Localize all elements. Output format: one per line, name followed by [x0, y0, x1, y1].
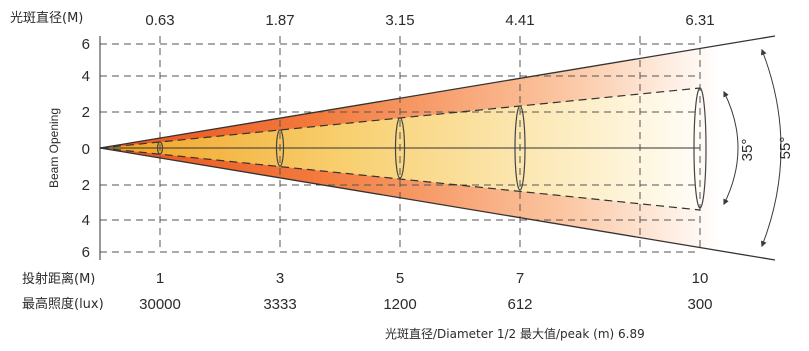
y-tick-label: 2 — [82, 104, 90, 121]
diameter-value: 1.87 — [265, 12, 294, 29]
illuminance-value: 300 — [687, 296, 712, 313]
diameter-row-label: 光斑直径(M) — [10, 11, 83, 26]
dashed-grid — [100, 36, 701, 253]
y-tick-label: 2 — [82, 177, 90, 194]
y-tick-labels: 6 4 2 0 2 4 6 — [82, 36, 90, 261]
inner-angle-label: 35° — [739, 139, 756, 162]
inner-angle-arc — [723, 90, 739, 206]
beam-ellipse — [275, 129, 285, 167]
outer-beam-edge-bottom — [99, 147, 776, 261]
inner-beam-edge-bottom — [99, 147, 701, 211]
illuminance-value: 1200 — [383, 296, 416, 313]
beam-cross-sections — [156, 87, 707, 209]
distance-value: 7 — [516, 270, 524, 287]
y-tick-label: 4 — [82, 68, 90, 85]
y-tick-label: 6 — [82, 244, 90, 261]
illuminance-value: 30000 — [139, 296, 181, 313]
beam-ellipse — [156, 141, 164, 155]
outer-angle-label: 55° — [777, 137, 794, 160]
diameter-value: 6.31 — [685, 12, 714, 29]
y-tick-label: 0 — [82, 141, 90, 158]
y-tick-label: 6 — [82, 36, 90, 53]
distance-value: 3 — [276, 270, 284, 287]
distance-value: 10 — [692, 270, 709, 287]
beam-ellipse — [693, 87, 707, 209]
diameter-value: 3.15 — [385, 12, 414, 29]
illuminance-values: 30000 3333 1200 612 300 — [139, 296, 712, 313]
illuminance-value: 3333 — [263, 296, 296, 313]
outer-angle-arc — [760, 48, 782, 248]
illuminance-row-label: 最高照度(lux) — [22, 296, 104, 312]
distance-value: 1 — [156, 270, 164, 287]
illuminance-value: 612 — [507, 296, 532, 313]
beam-ellipse — [394, 117, 406, 179]
distance-value: 5 — [396, 270, 404, 287]
distance-values: 1 3 5 7 10 — [156, 270, 709, 287]
outer-beam-edge-top — [99, 35, 776, 149]
footer-note: 光斑直径/Diameter 1/2 最大值/peak (m) 6.89 — [385, 326, 645, 341]
diameter-values: 0.63 1.87 3.15 4.41 6.31 — [145, 12, 714, 29]
y-axis-title: Beam Opening — [47, 108, 61, 188]
distance-row-label: 投射距离(M) — [22, 271, 95, 287]
diameter-value: 4.41 — [505, 12, 534, 29]
beam-ellipse — [514, 105, 526, 191]
diameter-value: 0.63 — [145, 12, 174, 29]
y-tick-label: 4 — [82, 212, 90, 229]
